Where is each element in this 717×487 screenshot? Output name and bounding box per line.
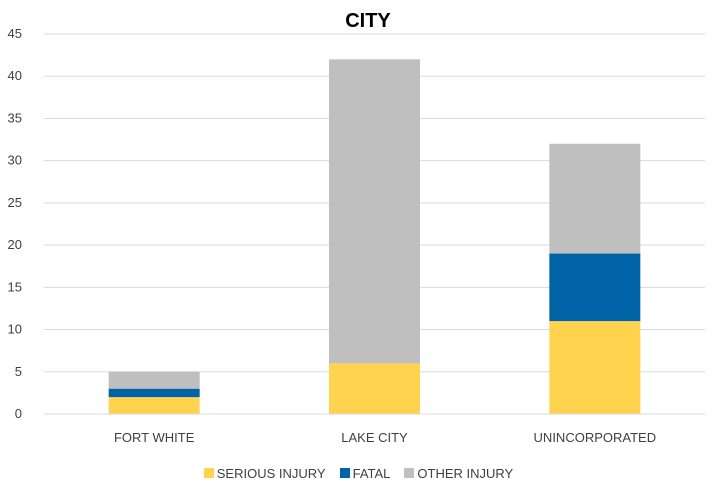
legend-item: SERIOUS INJURY <box>203 465 326 481</box>
legend: SERIOUS INJURY FATAL OTHER INJURY <box>0 463 717 483</box>
chart-title: CITY <box>345 10 391 32</box>
legend-swatch <box>339 468 350 478</box>
y-tick-label: 35 <box>8 110 22 125</box>
legend-swatch <box>404 468 415 478</box>
y-tick-label: 20 <box>8 237 22 252</box>
bar-segment-other-injury <box>549 143 641 254</box>
y-tick-label: 40 <box>8 68 22 83</box>
legend-label: SERIOUS INJURY <box>216 465 326 481</box>
bars <box>108 59 641 414</box>
y-tick-label: 15 <box>8 279 22 294</box>
legend-swatch <box>203 468 214 478</box>
legend-label: OTHER INJURY <box>417 465 514 481</box>
bar-segment-other-injury <box>108 371 200 389</box>
bar-segment-serious-injury <box>549 321 641 414</box>
legend-item: OTHER INJURY <box>404 466 513 481</box>
x-axis-labels: FORT WHITE LAKE CITY UNINCORPORATED <box>114 430 656 445</box>
bar-segment-serious-injury <box>329 363 420 414</box>
y-tick-label: 0 <box>15 406 22 421</box>
x-category-label: LAKE CITY <box>341 430 408 445</box>
bar-segment-other-injury <box>329 59 420 364</box>
legend-label: FATAL <box>352 465 391 481</box>
bar-segment-fatal <box>108 388 200 398</box>
y-tick-label: 5 <box>15 364 22 379</box>
y-axis-ticks: 0 5 10 15 20 25 30 35 40 45 <box>8 26 22 421</box>
legend-item: FATAL <box>339 465 391 481</box>
y-tick-label: 25 <box>8 195 22 210</box>
x-category-label: FORT WHITE <box>114 430 195 445</box>
y-tick-label: 10 <box>8 322 22 337</box>
bar-segment-serious-injury <box>108 397 200 414</box>
y-tick-label: 30 <box>8 153 22 168</box>
x-category-label: UNINCORPORATED <box>534 430 657 445</box>
bar-segment-fatal <box>549 253 641 322</box>
y-tick-label: 45 <box>8 26 22 41</box>
